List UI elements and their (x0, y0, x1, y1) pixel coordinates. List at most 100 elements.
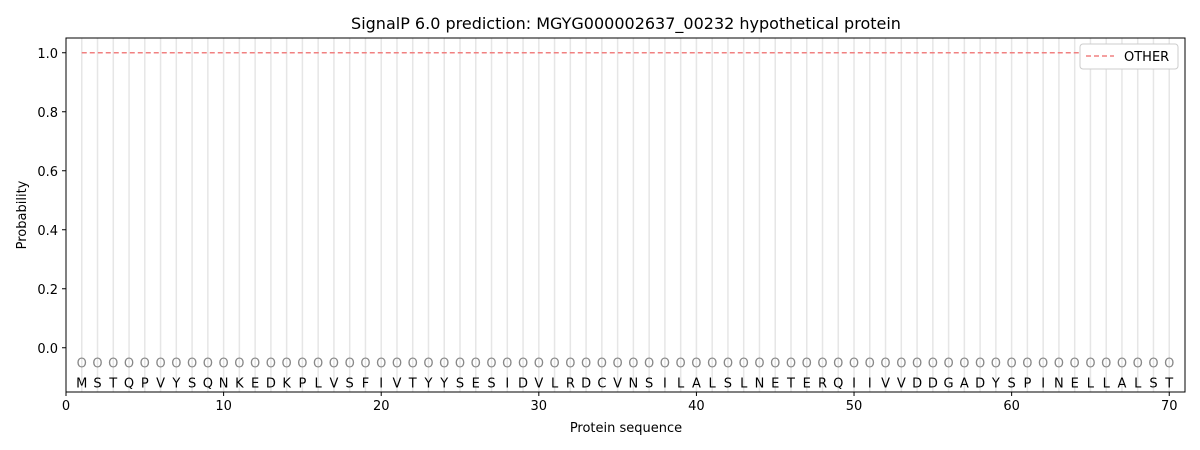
residue-state-label: O (1007, 357, 1017, 372)
residue-letter: M (76, 376, 87, 391)
residue-state-label: O (975, 357, 985, 372)
residue-state-label: O (770, 357, 780, 372)
residue-state-label: O (865, 357, 875, 372)
residue-letter: F (362, 376, 369, 391)
residue-state-label: O (92, 357, 102, 372)
residue-state-label: O (408, 357, 418, 372)
residue-letter: I (505, 376, 509, 391)
x-axis-label: Protein sequence (570, 421, 682, 436)
residue-letter: S (1008, 376, 1016, 391)
residue-state-label: O (1070, 357, 1080, 372)
legend-box (1079, 43, 1179, 70)
residue-letter: D (975, 376, 985, 391)
y-tick-label: 0.8 (37, 106, 58, 121)
residue-letter: E (1071, 376, 1079, 391)
residue-letter: Y (424, 376, 433, 391)
residue-letter: I (868, 376, 872, 391)
residue-state-label: O (502, 357, 512, 372)
residue-letter: C (597, 376, 606, 391)
residue-state-label: O (1101, 357, 1111, 372)
residue-state-label: O (1133, 357, 1143, 372)
x-tick-label: 40 (688, 399, 705, 414)
x-tick-label: 0 (62, 399, 70, 414)
residue-letter: D (912, 376, 922, 391)
residue-state-label: O (880, 357, 890, 372)
residue-letter: Q (833, 376, 843, 391)
residue-state-label: O (360, 357, 370, 372)
residue-state-label: O (187, 357, 197, 372)
residue-letter: L (1103, 376, 1111, 391)
residue-state-label: O (124, 357, 134, 372)
y-tick-label: 0.0 (37, 342, 58, 357)
residue-state-label: O (392, 357, 402, 372)
residue-state-label: O (959, 357, 969, 372)
residue-letter: E (803, 376, 811, 391)
x-tick-label: 70 (1161, 399, 1178, 414)
residue-letter: D (266, 376, 276, 391)
residue-state-label: O (313, 357, 323, 372)
residue-state-label: O (802, 357, 812, 372)
residue-letter: I (852, 376, 856, 391)
residue-state-label: O (991, 357, 1001, 372)
residue-letter: D (928, 376, 938, 391)
residue-letter: T (1164, 376, 1173, 391)
residue-state-label: O (203, 357, 213, 372)
residue-state-label: O (1164, 357, 1174, 372)
residue-letter: N (755, 376, 765, 391)
residue-state-label: O (833, 357, 843, 372)
residue-letter: R (566, 376, 575, 391)
residue-state-label: O (234, 357, 244, 372)
residue-state-label: O (471, 357, 481, 372)
residue-letter: S (188, 376, 196, 391)
x-tick-label: 10 (215, 399, 232, 414)
residue-state-label: O (628, 357, 638, 372)
residue-state-label: O (1148, 357, 1158, 372)
residue-state-label: O (329, 357, 339, 372)
residue-letter: L (1087, 376, 1095, 391)
residue-state-label: O (423, 357, 433, 372)
residue-letter: L (740, 376, 748, 391)
residue-state-label: O (455, 357, 465, 372)
residue-state-label: O (581, 357, 591, 372)
legend-other-label: OTHER (1124, 50, 1169, 65)
chart-title: SignalP 6.0 prediction: MGYG000002637_00… (351, 14, 901, 34)
residue-state-label: O (549, 357, 559, 372)
residue-letter: V (329, 376, 338, 391)
plot-frame (65, 37, 1186, 393)
x-tick-label: 30 (531, 399, 548, 414)
residue-letter: Y (991, 376, 1000, 391)
residue-state-label: O (250, 357, 260, 372)
residue-letter: V (156, 376, 165, 391)
residue-letter: E (472, 376, 480, 391)
residue-letter: Y (439, 376, 448, 391)
residue-letter: L (677, 376, 685, 391)
residue-letter: S (1149, 376, 1157, 391)
residue-state-label: O (171, 357, 181, 372)
residue-state-label: O (282, 357, 292, 372)
residue-state-label: O (707, 357, 717, 372)
residue-letter: I (379, 376, 383, 391)
residue-state-label: O (676, 357, 686, 372)
residue-letter: P (298, 376, 306, 391)
residue-state-label: O (786, 357, 796, 372)
residue-letter: L (315, 376, 323, 391)
residue-state-label: O (77, 357, 87, 372)
residue-letter: I (663, 376, 667, 391)
residue-letter: L (1134, 376, 1142, 391)
residue-letter: V (613, 376, 622, 391)
residue-state-label: O (518, 357, 528, 372)
residue-letter: G (944, 376, 954, 391)
residue-state-label: O (345, 357, 355, 372)
residue-letter: A (960, 376, 969, 391)
residue-state-label: O (565, 357, 575, 372)
residue-state-label: O (723, 357, 733, 372)
residue-letter: V (881, 376, 890, 391)
residue-letter: V (534, 376, 543, 391)
x-tick-label: 60 (1003, 399, 1020, 414)
residue-letter: A (1118, 376, 1127, 391)
residue-state-label: O (928, 357, 938, 372)
residue-letter: E (771, 376, 779, 391)
y-tick-label: 0.4 (37, 224, 58, 239)
residue-letter: Q (124, 376, 134, 391)
